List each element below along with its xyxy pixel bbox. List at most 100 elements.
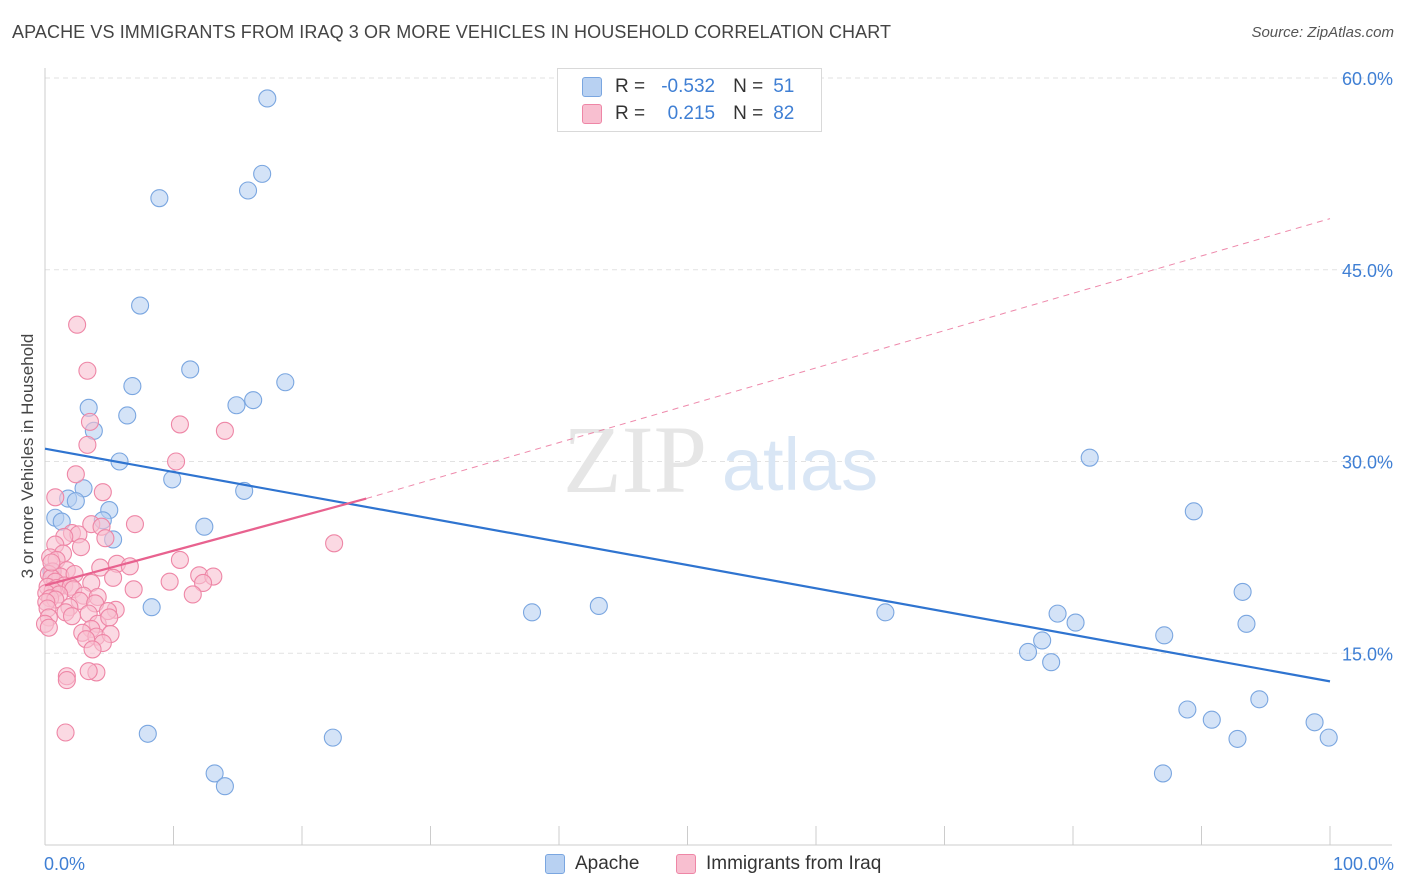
legend-r-value-apache: -0.532 [661,76,716,97]
x-tick-label-min: 0.0% [44,854,85,874]
y-tick-label: 15.0% [1342,644,1393,664]
legend-n-label: N = [733,76,764,97]
legend-swatch-iraq [582,104,602,124]
iraq-point [125,515,144,534]
iraq-trend-line [44,497,367,587]
apache-point [1237,614,1256,633]
bottom-legend-label-apache: Apache [575,853,640,874]
iraq-point [46,488,65,507]
bottom-legend-label-iraq: Immigrants from Iraq [706,853,882,874]
legend-row-apache: R = -0.532 N = 51 [582,75,794,99]
axes-layer [44,68,1392,846]
apache-point [1319,728,1338,747]
apache-point [118,406,137,425]
apache-point [1250,690,1269,709]
apache-point [1048,604,1067,623]
iraq-point [194,573,213,592]
apache-point [1233,582,1252,601]
y-tick-label: 30.0% [1342,453,1393,473]
iraq-point [42,553,61,572]
legend-r-label: R = [615,76,646,97]
apache-point [276,373,295,392]
iraq-trend-extension [366,218,1331,500]
apache-point [522,603,542,622]
iraq-point [100,608,119,627]
apache-point [876,603,895,622]
apache-point [1018,642,1038,662]
iraq-point [57,671,76,690]
apache-point [1155,626,1174,645]
legend-r-label: R = [615,103,646,124]
watermark-zip: ZIP [563,406,707,513]
legend-n-value-apache: 51 [773,76,795,97]
apache-point [253,164,272,183]
iraq-point [62,607,82,626]
apache-point [66,492,85,511]
apache-point [258,89,277,108]
apache-point [244,391,263,410]
apache-point [195,517,214,536]
bottom-legend-swatch-apache [545,854,565,874]
apache-point [238,181,258,200]
apache-point [205,764,224,783]
apache-point [1178,700,1197,719]
legend-n-label: N = [733,103,764,124]
source-label: Source: ZipAtlas.com [1251,24,1394,41]
chart-title: APACHE VS IMMIGRANTS FROM IRAQ 3 OR MORE… [12,22,892,42]
grid-layer [45,77,1392,654]
iraq-point [78,435,97,454]
apache-point [181,360,200,379]
legend-r-value-iraq: 0.215 [667,103,716,124]
iraq-point [83,640,102,659]
iraq-point [170,550,189,569]
iraq-point [183,585,202,604]
apache-point [1042,653,1061,672]
watermark-atlas: atlas [722,423,878,506]
x-tick-label-max: 100.0% [1333,854,1394,874]
stats-legend: R = -0.532 N = 51 R = 0.215 N = 82 [557,68,822,132]
iraq-point [215,421,234,440]
bottom-legend-swatch-iraq [676,854,696,874]
apache-point [1080,448,1099,467]
apache-point [1305,713,1324,732]
apache-trend-line [44,447,1331,683]
bottom-legend-iraq: Immigrants from Iraq [676,851,881,877]
iraq-point [93,483,112,502]
iraq-point [71,538,91,557]
apache-point [589,596,608,616]
apache-point [1184,502,1203,521]
iraq-point [325,534,344,553]
iraq-point [96,529,115,548]
iraq-point [124,580,143,599]
iraq-point [80,412,100,431]
iraq-point [56,723,75,742]
apache-point [215,777,234,796]
iraq-point [39,618,58,637]
watermark: ZIP atlas [563,406,878,513]
iraq-point [66,465,85,484]
apache-point [1202,710,1221,729]
apache-point [1153,764,1172,783]
apache-point [1228,729,1247,748]
iraq-point [104,568,123,587]
iraq-point [79,662,98,681]
apache-point [227,396,246,415]
bottom-legend-apache: Apache [545,851,639,877]
iraq-point [68,315,87,334]
trend-layer [44,218,1331,683]
tick-labels: 15.0% 30.0% 45.0% 60.0% 0.0% 100.0% [44,69,1394,874]
apache-point [323,728,342,747]
legend-n-value-iraq: 82 [773,103,795,124]
y-tick-label: 60.0% [1342,69,1393,89]
apache-point [1066,613,1085,632]
iraq-point [160,572,179,591]
apache-point [131,296,150,315]
iraq-point [167,452,186,471]
y-tick-label: 45.0% [1342,261,1393,281]
apache-point [138,724,157,743]
points-layer [35,89,1338,796]
apache-point [123,377,142,396]
legend-swatch-apache [582,77,602,97]
apache-point [1033,631,1052,650]
